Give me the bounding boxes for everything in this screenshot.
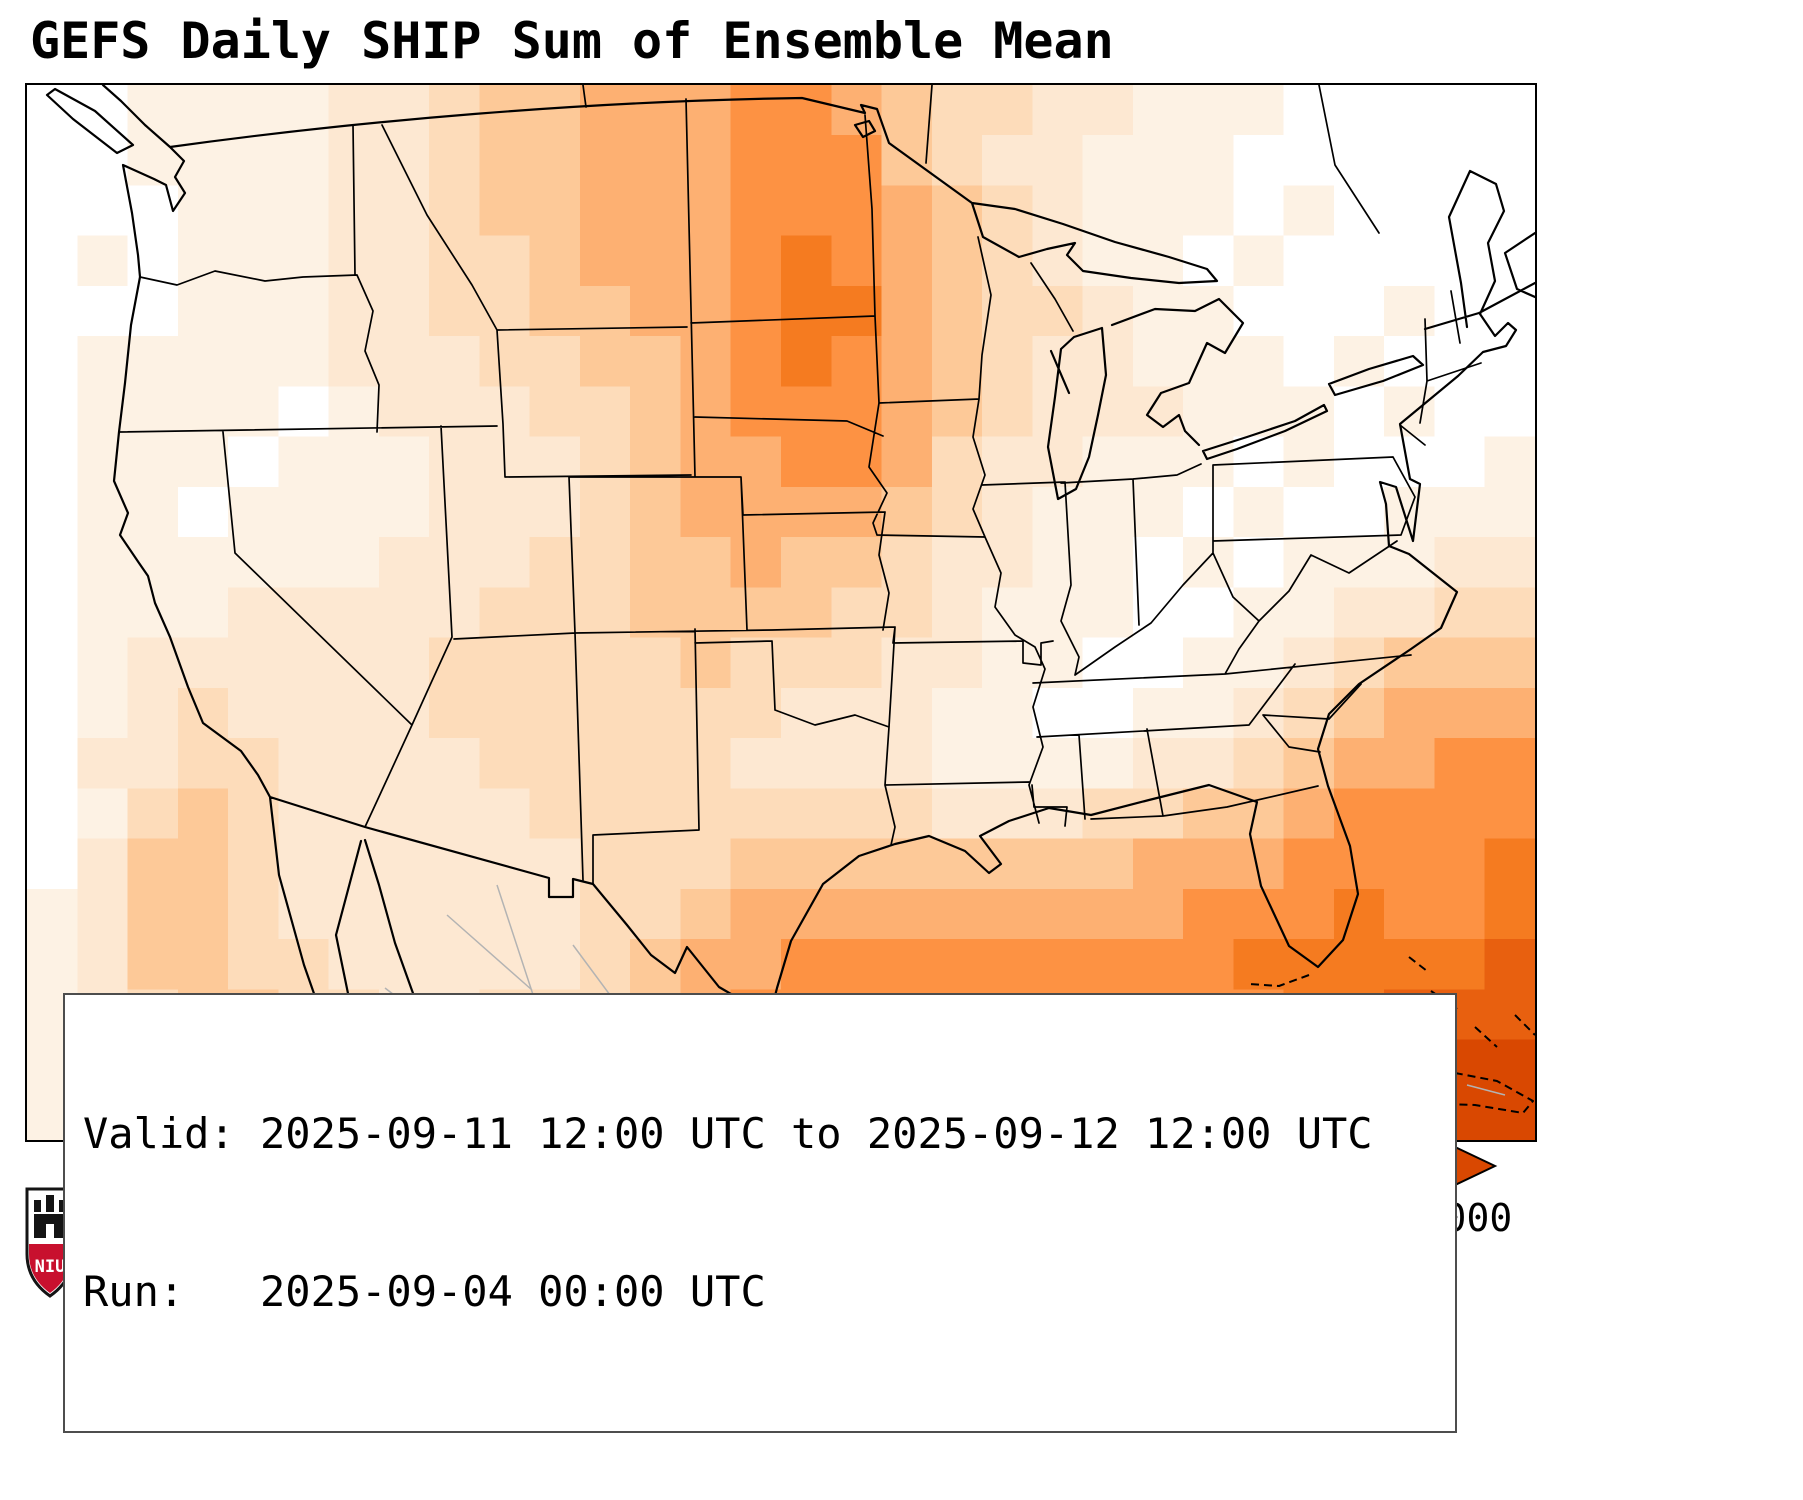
- logo-red-band: [29, 1244, 71, 1293]
- castle-icon: [34, 1195, 66, 1238]
- run-text: Run: 2025-09-04 00:00 UTC: [83, 1266, 766, 1316]
- colorbar-extend-right: [1454, 1145, 1498, 1187]
- ship-heatmap-layer: [27, 85, 1535, 1140]
- niu-logo: NIU: [25, 1187, 75, 1298]
- valid-text: Valid: 2025-09-11 12:00 UTC to 2025-09-1…: [83, 1109, 1373, 1158]
- plot-title: GEFS Daily SHIP Sum of Ensemble Mean: [30, 12, 1114, 70]
- state-borders: [118, 85, 1482, 885]
- info-box: Valid: 2025-09-11 12:00 UTC to 2025-09-1…: [63, 993, 1457, 1433]
- map-canvas: Valid: 2025-09-11 12:00 UTC to 2025-09-1…: [25, 83, 1537, 1433]
- coastline-borders: [45, 85, 1535, 1140]
- logo-text: NIU: [35, 1257, 66, 1277]
- conus-map: [27, 85, 1535, 1140]
